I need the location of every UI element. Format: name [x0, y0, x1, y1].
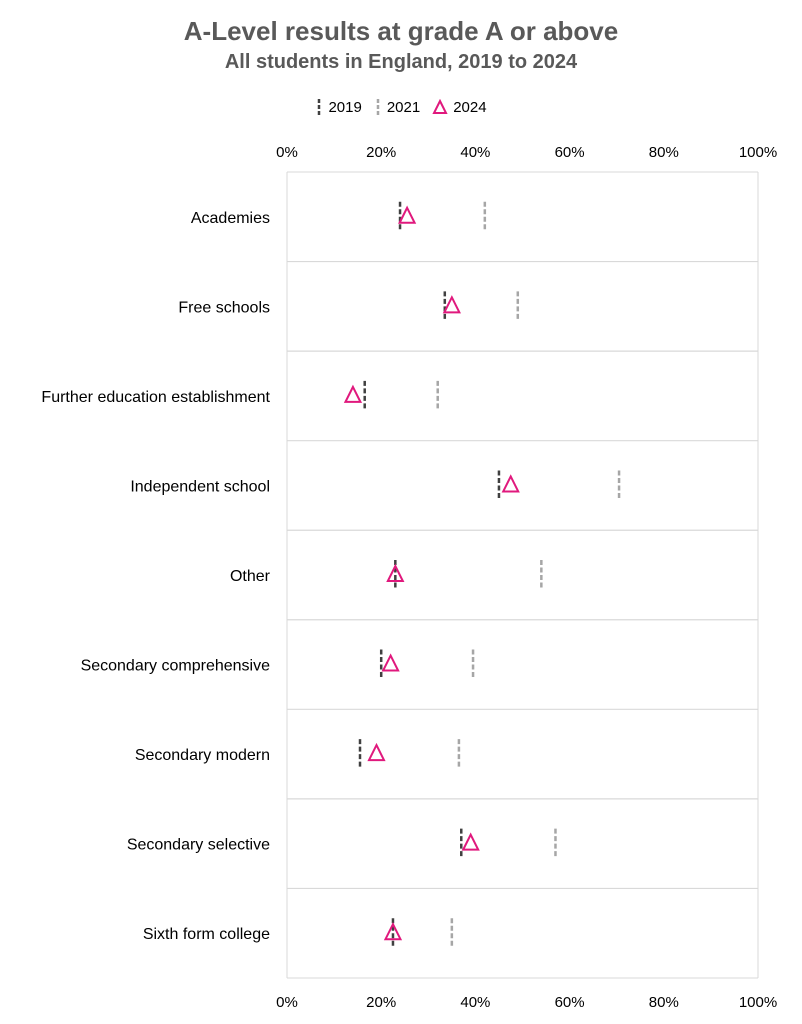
legend-marker-2019 [318, 99, 321, 115]
category-label: Further education establishment [41, 389, 270, 406]
x-tick-label-bottom: 20% [366, 994, 396, 1011]
marker-2024 [343, 384, 363, 403]
category-label: Academies [191, 210, 270, 227]
marker-2024 [442, 295, 461, 314]
chart-subtitle: All students in England, 2019 to 2024 [224, 51, 578, 73]
category-label: Free schools [178, 299, 270, 316]
x-tick-label-bottom: 80% [649, 994, 679, 1011]
x-tick-label-bottom: 100% [739, 994, 777, 1011]
x-tick-label-top: 80% [649, 144, 679, 161]
legend-item-2024: 2024 [432, 98, 487, 116]
legend-item-2019: 2019 [315, 98, 362, 116]
category-label: Other [230, 568, 271, 585]
marker-2024 [381, 653, 400, 672]
chart-title: A-Level results at grade A or above [183, 16, 619, 46]
x-tick-label-bottom: 40% [460, 994, 490, 1011]
marker-2024 [386, 563, 405, 582]
legend-label-2024: 2024 [453, 98, 487, 116]
marker-2024 [383, 921, 403, 941]
x-tick-label-top: 20% [366, 144, 396, 161]
legend-marker-2021 [376, 99, 380, 115]
legend-label-2021: 2021 [386, 98, 421, 116]
legend-item-2021: 2021 [374, 98, 420, 116]
x-tick-label-top: 60% [555, 144, 585, 161]
x-tick-label-top: 0% [276, 144, 298, 161]
x-tick-label-bottom: 60% [555, 994, 585, 1011]
legend: 2019 2021 2024 [0, 98, 802, 116]
marker-2024 [397, 205, 417, 224]
marker-2024 [461, 832, 480, 851]
category-label: Independent school [130, 478, 270, 495]
x-tick-label-bottom: 0% [276, 994, 298, 1011]
category-label: Secondary comprehensive [81, 658, 271, 675]
legend-marker-2024 [432, 99, 448, 114]
category-label: Secondary selective [127, 837, 270, 854]
x-tick-label-top: 40% [460, 144, 490, 161]
legend-label-2019: 2019 [328, 98, 362, 116]
category-label: Sixth form college [143, 926, 270, 943]
marker-2024 [367, 742, 386, 762]
marker-2024 [501, 474, 520, 493]
category-label: Secondary modern [135, 747, 270, 764]
x-tick-label-top: 100% [739, 144, 777, 161]
